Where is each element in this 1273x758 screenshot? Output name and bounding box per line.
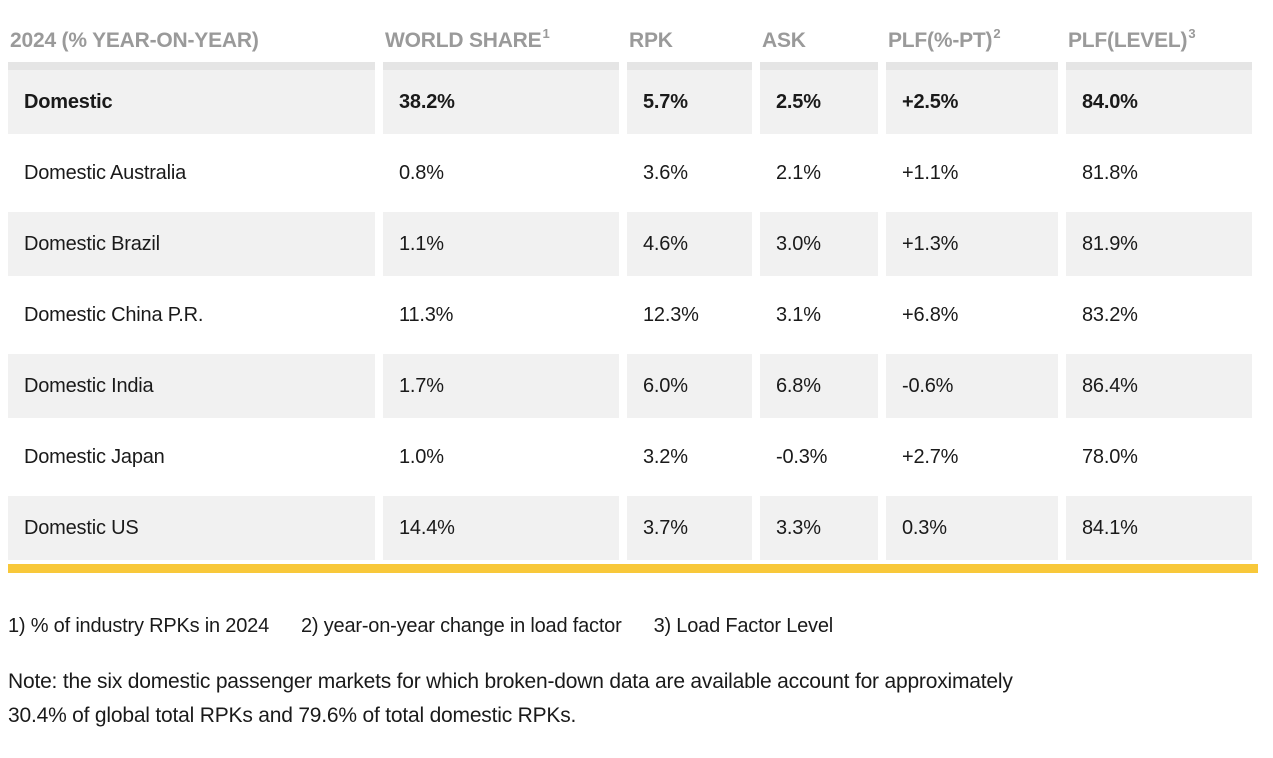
note-line: 30.4% of global total RPKs and 79.6% of …	[8, 704, 577, 727]
cell-row-label: Domestic	[8, 70, 375, 134]
table-row: Domestic Australia 0.8% 3.6% 2.1% +1.1% 81.8%	[8, 141, 1260, 205]
header-strip-segment	[627, 62, 752, 70]
cell-world-share: 38.2%	[383, 70, 619, 134]
column-header-superscript: 1	[542, 26, 550, 41]
cell-plf-level: 84.1%	[1066, 496, 1252, 560]
column-header: PLF(LEVEL)3	[1068, 26, 1196, 52]
cell-plf-level: 83.2%	[1082, 304, 1138, 326]
cell-row-label: Domestic India	[8, 354, 375, 418]
cell-plf-pt: +1.1%	[902, 162, 959, 184]
cell-world-share: 0.8%	[399, 162, 444, 184]
footnote-item: 3) Load Factor Level	[653, 615, 834, 637]
cell-plf-pt: 0.3%	[886, 496, 1058, 560]
column-header: PLF(%-PT)2	[888, 26, 1001, 52]
accent-bar	[8, 564, 1258, 573]
cell-rpk: 12.3%	[643, 304, 699, 326]
cell-plf-level: 81.9%	[1066, 212, 1252, 276]
table-body: Domestic 38.2% 5.7% 2.5% +2.5% 84.0% Domestic …	[8, 70, 1260, 560]
cell-plf-pt: +6.8%	[902, 304, 959, 326]
header-strip-segment	[8, 62, 375, 70]
footnote-item: 2) year-on-year change in load factor	[301, 615, 622, 637]
table-row: Domestic Japan 1.0% 3.2% -0.3% +2.7% 78.0%	[8, 425, 1260, 489]
column-header-row-label: 2024 (% YEAR-ON-YEAR)	[10, 29, 259, 52]
cell-rpk: 3.2%	[643, 446, 688, 468]
cell-plf-level: 81.8%	[1082, 162, 1138, 184]
cell-ask: -0.3%	[776, 446, 828, 468]
cell-rpk: 5.7%	[627, 70, 752, 134]
column-header-superscript: 2	[993, 26, 1001, 41]
cell-plf-level: 78.0%	[1082, 446, 1138, 468]
table-row: Domestic US 14.4% 3.7% 3.3% 0.3% 84.1%	[8, 496, 1260, 560]
cell-row-label: Domestic China P.R.	[24, 304, 204, 326]
header-strip-segment	[383, 62, 619, 70]
table-header-row: 2024 (% YEAR-ON-YEAR) WORLD SHARE1 RPK ASK…	[8, 0, 1260, 62]
footnote-item: 1) % of industry RPKs in 2024	[8, 615, 269, 637]
column-header: ASK	[762, 29, 806, 52]
header-strip-segment	[886, 62, 1058, 70]
cell-ask: 3.0%	[760, 212, 878, 276]
cell-world-share: 1.7%	[383, 354, 619, 418]
column-header: RPK	[629, 29, 673, 52]
footnotes-line: 1) % of industry RPKs in 2024 2) year-on-…	[8, 615, 1260, 637]
table-row: Domestic India 1.7% 6.0% 6.8% -0.6% 86.4%	[8, 354, 1260, 418]
cell-ask: 2.1%	[776, 162, 821, 184]
header-strip-segment	[1066, 62, 1252, 70]
cell-rpk: 3.7%	[627, 496, 752, 560]
cell-ask: 2.5%	[760, 70, 878, 134]
cell-row-label: Domestic Australia	[24, 162, 187, 184]
cell-rpk: 4.6%	[627, 212, 752, 276]
cell-plf-pt: +2.5%	[886, 70, 1058, 134]
header-strip	[8, 62, 1260, 70]
column-header-superscript: 3	[1188, 26, 1196, 41]
cell-world-share: 1.0%	[399, 446, 444, 468]
note-paragraph: Note: the six domestic passenger markets…	[8, 665, 1260, 733]
column-header: WORLD SHARE1	[385, 26, 550, 52]
cell-world-share: 1.1%	[383, 212, 619, 276]
cell-row-label: Domestic Japan	[24, 446, 165, 468]
cell-world-share: 14.4%	[383, 496, 619, 560]
table-row: Domestic Brazil 1.1% 4.6% 3.0% +1.3% 81.9%	[8, 212, 1260, 276]
table-row: Domestic 38.2% 5.7% 2.5% +2.5% 84.0%	[8, 70, 1260, 134]
cell-ask: 3.3%	[760, 496, 878, 560]
cell-plf-pt: +1.3%	[886, 212, 1058, 276]
cell-ask: 3.1%	[776, 304, 821, 326]
cell-plf-pt: -0.6%	[886, 354, 1058, 418]
cell-plf-pt: +2.7%	[902, 446, 959, 468]
cell-ask: 6.8%	[760, 354, 878, 418]
table-row: Domestic China P.R. 11.3% 12.3% 3.1% +6.8% 83…	[8, 283, 1260, 347]
cell-world-share: 11.3%	[399, 304, 454, 326]
cell-plf-level: 84.0%	[1066, 70, 1252, 134]
cell-rpk: 6.0%	[627, 354, 752, 418]
page-root: 2024 (% YEAR-ON-YEAR) WORLD SHARE1 RPK ASK…	[8, 0, 1260, 733]
cell-plf-level: 86.4%	[1066, 354, 1252, 418]
cell-row-label: Domestic Brazil	[8, 212, 375, 276]
cell-row-label: Domestic US	[8, 496, 375, 560]
cell-rpk: 3.6%	[643, 162, 688, 184]
note-line: Note: the six domestic passenger markets…	[8, 670, 1013, 693]
header-strip-segment	[760, 62, 878, 70]
